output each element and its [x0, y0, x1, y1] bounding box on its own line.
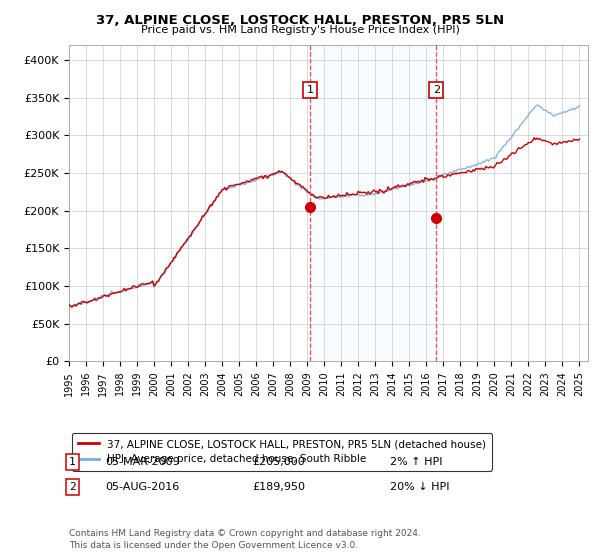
Legend: 37, ALPINE CLOSE, LOSTOCK HALL, PRESTON, PR5 5LN (detached house), HPI: Average : 37, ALPINE CLOSE, LOSTOCK HALL, PRESTON,…: [71, 433, 492, 470]
Text: £189,950: £189,950: [252, 482, 305, 492]
Bar: [310, 45, 436, 361]
Text: 2: 2: [69, 482, 76, 492]
Text: 05-AUG-2016: 05-AUG-2016: [105, 482, 179, 492]
Text: 2% ↑ HPI: 2% ↑ HPI: [390, 457, 443, 467]
Text: 05-MAR-2009: 05-MAR-2009: [105, 457, 180, 467]
Text: £205,000: £205,000: [252, 457, 305, 467]
Text: 2: 2: [433, 85, 440, 95]
Text: Contains HM Land Registry data © Crown copyright and database right 2024.
This d: Contains HM Land Registry data © Crown c…: [69, 529, 421, 550]
Text: 1: 1: [69, 457, 76, 467]
Text: Price paid vs. HM Land Registry's House Price Index (HPI): Price paid vs. HM Land Registry's House …: [140, 25, 460, 35]
Text: 37, ALPINE CLOSE, LOSTOCK HALL, PRESTON, PR5 5LN: 37, ALPINE CLOSE, LOSTOCK HALL, PRESTON,…: [96, 14, 504, 27]
Text: 20% ↓ HPI: 20% ↓ HPI: [390, 482, 449, 492]
Text: 1: 1: [307, 85, 314, 95]
